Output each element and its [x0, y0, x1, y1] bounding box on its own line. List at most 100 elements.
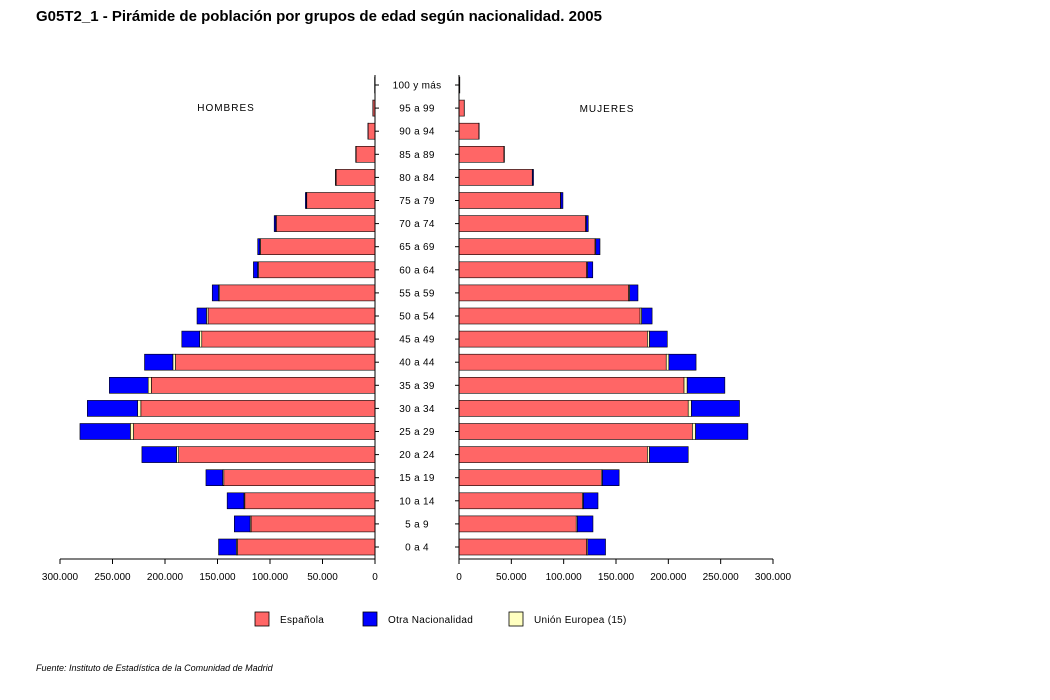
age-label-25-a-29: 25 a 29 — [399, 427, 435, 438]
age-label-55-a-59: 55 a 59 — [399, 288, 435, 299]
bar-mujeres-espanola-30-a-34 — [458, 400, 689, 417]
legend-swatch-espanola — [254, 611, 270, 627]
left-x-tick-label: 200.000 — [147, 572, 184, 583]
bar-mujeres-otra-nacionalidad-75-a-79 — [560, 192, 564, 209]
age-label-65-a-69: 65 a 69 — [399, 242, 435, 253]
age-label-40-a-44: 40 a 44 — [399, 358, 435, 369]
bar-hombres-otra-nacionalidad-75-a-79 — [305, 192, 307, 209]
source-note: Fuente: Instituto de Estadística de la C… — [36, 663, 273, 673]
bar-mujeres-otra-nacionalidad-25-a-29 — [695, 423, 749, 440]
age-label-10-a-14: 10 a 14 — [399, 496, 435, 507]
bar-mujeres-union-europea-15-35-a-39 — [683, 376, 688, 394]
bar-hombres-otra-nacionalidad-35-a-39 — [109, 376, 149, 394]
bar-hombres-espanola-85-a-89 — [355, 146, 376, 163]
right-x-tick-label: 100.000 — [546, 572, 583, 583]
bar-hombres-espanola-80-a-84 — [335, 169, 376, 186]
bar-mujeres-otra-nacionalidad-40-a-44 — [668, 353, 697, 371]
labels-layer: 0 a 4 5 a 9 10 a 14 15 a 19 20 a 24 25 a 29 30… — [42, 81, 792, 584]
bar-hombres-union-europea-15-20-a-24 — [176, 446, 179, 463]
bar-mujeres-otra-nacionalidad-35-a-39 — [686, 376, 726, 394]
bar-mujeres-union-europea-15-20-a-24 — [647, 446, 650, 463]
right-x-tick-label: 0 — [456, 572, 462, 583]
bar-mujeres-union-europea-15-25-a-29 — [692, 423, 696, 440]
bar-hombres-otra-nacionalidad-20-a-24 — [141, 446, 177, 463]
bar-mujeres-otra-nacionalidad-70-a-74 — [585, 215, 589, 232]
bar-mujeres-otra-nacionalidad-20-a-24 — [649, 446, 689, 463]
bar-hombres-espanola-75-a-79 — [306, 192, 376, 209]
bar-mujeres-espanola-70-a-74 — [458, 215, 586, 232]
age-label-5-a-9: 5 a 9 — [405, 519, 429, 530]
bar-hombres-otra-nacionalidad-65-a-69 — [257, 238, 261, 255]
age-label-90-a-94: 90 a 94 — [399, 127, 435, 138]
bar-mujeres-espanola-45-a-49 — [458, 330, 648, 348]
age-label-75-a-79: 75 a 79 — [399, 196, 435, 207]
bar-hombres-espanola-60-a-64 — [258, 261, 376, 279]
bar-mujeres-otra-nacionalidad-80-a-84 — [532, 169, 534, 186]
bar-hombres-otra-nacionalidad-5-a-9 — [234, 515, 251, 533]
bar-mujeres-espanola-15-a-19 — [458, 469, 602, 487]
bar-mujeres-otra-nacionalidad-60-a-64 — [587, 261, 594, 279]
bar-mujeres-espanola-35-a-39 — [458, 376, 685, 394]
bar-hombres-otra-nacionalidad-10-a-14 — [226, 492, 245, 510]
legend-swatch-otra-nacionalidad — [362, 611, 378, 627]
right-x-tick-label: 250.000 — [703, 572, 740, 583]
bar-hombres-union-europea-15-45-a-49 — [199, 330, 203, 348]
age-label-95-a-99: 95 a 99 — [399, 104, 435, 115]
bar-mujeres-espanola-40-a-44 — [458, 353, 667, 371]
bar-hombres-espanola-20-a-24 — [178, 446, 376, 463]
bar-hombres-otra-nacionalidad-40-a-44 — [144, 353, 174, 371]
axes-layer — [59, 75, 774, 564]
bar-hombres-otra-nacionalidad-45-a-49 — [181, 330, 200, 348]
bar-mujeres-otra-nacionalidad-65-a-69 — [595, 238, 601, 255]
age-label-20-a-24: 20 a 24 — [399, 450, 435, 461]
bar-hombres-espanola-10-a-14 — [244, 492, 376, 510]
left-x-tick-label: 300.000 — [42, 572, 79, 583]
legend-swatch-union-europea-15 — [508, 611, 524, 627]
bar-hombres-espanola-50-a-54 — [207, 307, 376, 325]
bar-mujeres-espanola-90-a-94 — [458, 122, 480, 140]
bar-hombres-otra-nacionalidad-0-a-4 — [218, 538, 237, 556]
bar-mujeres-espanola-10-a-14 — [458, 492, 583, 510]
bar-mujeres-otra-nacionalidad-15-a-19 — [602, 469, 620, 487]
bar-hombres-espanola-90-a-94 — [367, 122, 376, 140]
age-label-85-a-89: 85 a 89 — [399, 150, 435, 161]
bar-hombres-espanola-65-a-69 — [260, 238, 376, 255]
bar-mujeres-espanola-50-a-54 — [458, 307, 641, 325]
bar-hombres-espanola-0-a-4 — [237, 538, 376, 556]
bar-hombres-espanola-70-a-74 — [275, 215, 376, 232]
left-x-tick-label: 100.000 — [252, 572, 289, 583]
bar-mujeres-espanola-75-a-79 — [458, 192, 561, 209]
bar-hombres-espanola-5-a-9 — [250, 515, 376, 533]
bar-hombres-union-europea-15-30-a-34 — [137, 400, 142, 417]
bar-mujeres-espanola-85-a-89 — [458, 146, 505, 163]
bar-hombres-espanola-25-a-29 — [133, 423, 376, 440]
bar-mujeres-otra-nacionalidad-45-a-49 — [649, 330, 668, 348]
bar-hombres-espanola-30-a-34 — [140, 400, 376, 417]
bar-hombres-espanola-35-a-39 — [151, 376, 376, 394]
age-label-45-a-49: 45 a 49 — [399, 335, 435, 346]
left-x-tick-label: 50.000 — [307, 572, 338, 583]
bar-mujeres-espanola-95-a-99 — [458, 99, 465, 117]
bar-hombres-union-europea-15-40-a-44 — [172, 353, 176, 371]
bar-hombres-otra-nacionalidad-30-a-34 — [87, 400, 139, 417]
age-label-80-a-84: 80 a 84 — [399, 173, 435, 184]
hombres-label: HOMBRES — [197, 103, 255, 114]
age-label-15-a-19: 15 a 19 — [399, 473, 435, 484]
bar-hombres-otra-nacionalidad-55-a-59 — [211, 284, 219, 302]
bar-mujeres-espanola-20-a-24 — [458, 446, 648, 463]
bar-mujeres-espanola-5-a-9 — [458, 515, 577, 533]
bar-mujeres-union-europea-15-30-a-34 — [687, 400, 692, 417]
bar-mujeres-union-europea-15-40-a-44 — [665, 353, 670, 371]
bar-mujeres-espanola-80-a-84 — [458, 169, 533, 186]
legend-label-espanola: Española — [280, 615, 324, 626]
bar-mujeres-otra-nacionalidad-30-a-34 — [691, 400, 740, 417]
chart-title: G05T2_1 - Pirámide de población por grup… — [36, 8, 602, 25]
bar-mujeres-espanola-60-a-64 — [458, 261, 587, 279]
mujeres-label: MUJERES — [580, 104, 635, 115]
right-x-tick-label: 50.000 — [496, 572, 527, 583]
bar-hombres-otra-nacionalidad-50-a-54 — [196, 307, 207, 325]
bar-mujeres-union-europea-15-45-a-49 — [647, 330, 650, 348]
age-label-100-y-mas: 100 y más — [393, 81, 442, 92]
age-label-0-a-4: 0 a 4 — [405, 543, 429, 554]
bars-layer — [79, 76, 749, 556]
